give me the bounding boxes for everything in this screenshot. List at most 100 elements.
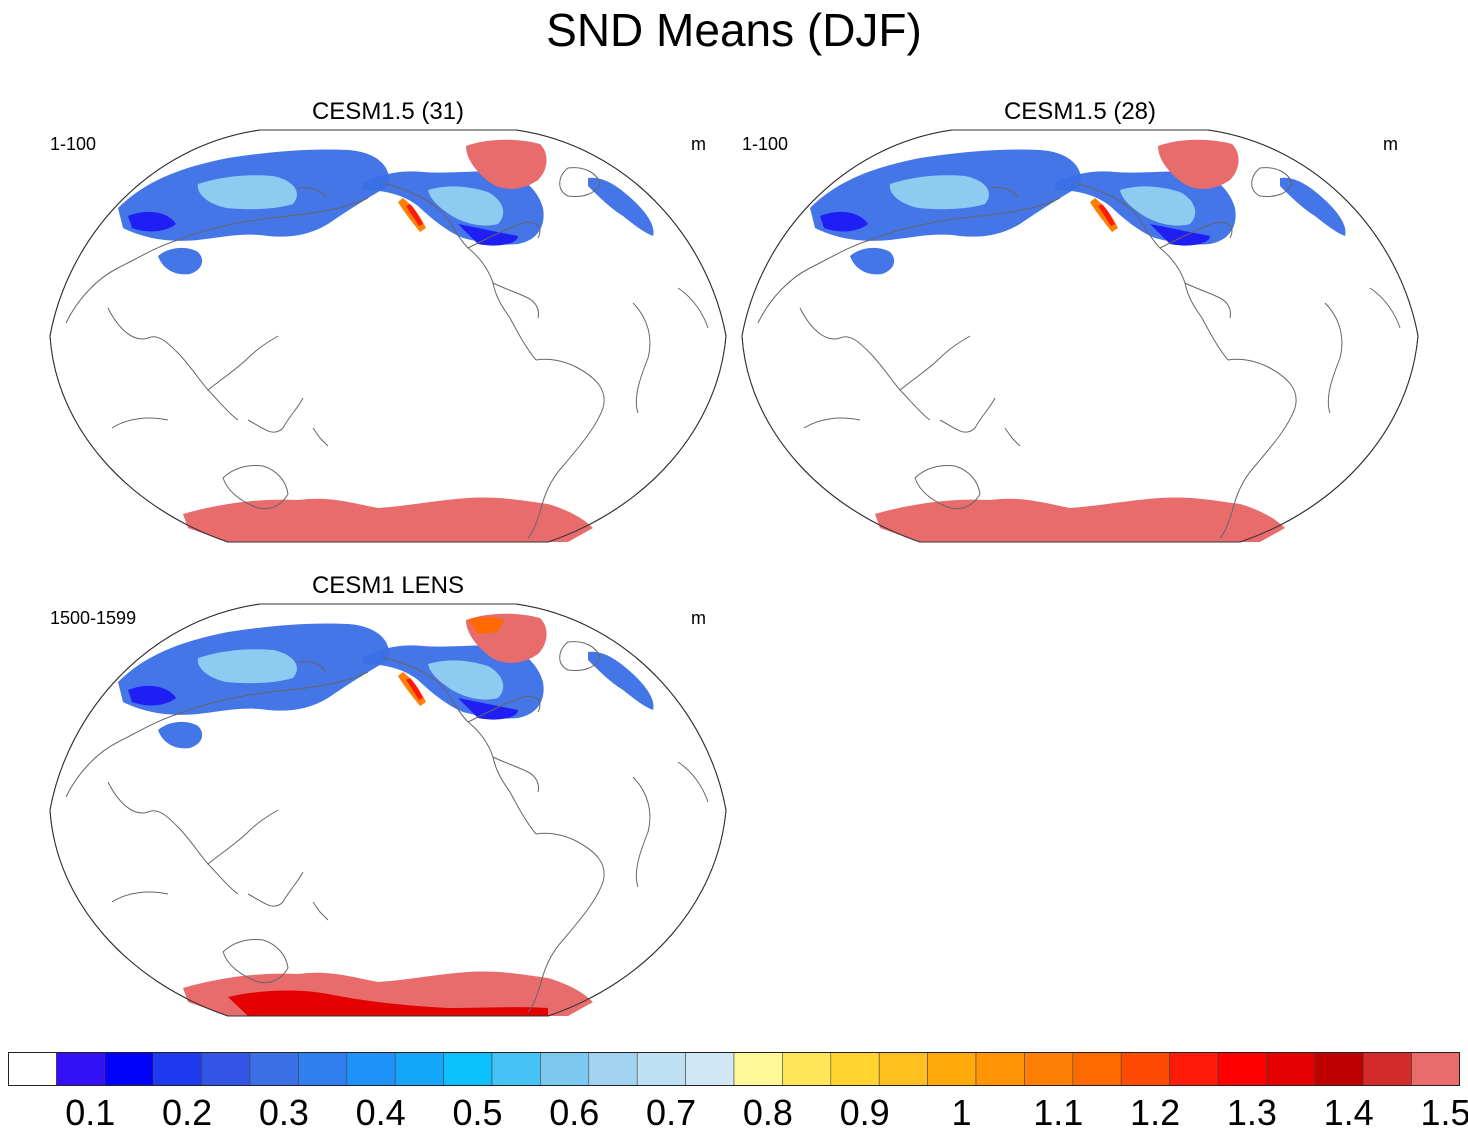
panel-title: CESM1.5 (31) [311, 98, 465, 125]
snow-region [820, 211, 868, 232]
coastline [939, 397, 996, 433]
colorbar-swatch [56, 1052, 106, 1086]
snow-region [458, 224, 518, 246]
world-map-robinson [741, 129, 1419, 543]
panel-title: CESM1.5 (28) [1003, 98, 1157, 125]
panel-title: CESM1 LENS [311, 572, 465, 599]
snow-region [889, 175, 989, 210]
snow-region [458, 698, 518, 720]
panel-period-label: 1-100 [50, 134, 97, 154]
coastline [467, 695, 541, 723]
coastline [527, 832, 605, 1013]
coastline [899, 335, 971, 391]
coastline [207, 335, 279, 391]
world-map-robinson [49, 129, 727, 543]
colorbar-swatch [249, 1052, 299, 1086]
colorbar-swatch [733, 1052, 783, 1086]
snow-region [1280, 177, 1346, 236]
coastline [559, 167, 601, 197]
snow-region [588, 177, 654, 236]
coastline [1251, 167, 1293, 197]
colorbar-swatch [540, 1052, 590, 1086]
panel-period-label: 1-100 [742, 134, 789, 154]
colorbar-swatch [152, 1052, 202, 1086]
colorbar-tick-label: 1.3 [1226, 1092, 1277, 1133]
colorbar-swatch [782, 1052, 832, 1086]
colorbar-swatch [1024, 1052, 1074, 1086]
snow-region [197, 649, 297, 684]
greenland-region [1158, 139, 1239, 189]
panel-units-label: m [1383, 134, 1398, 154]
coastline [207, 809, 279, 865]
coastline [312, 901, 329, 921]
coastline [107, 307, 239, 421]
snow-region [850, 247, 895, 275]
map-frame [49, 603, 727, 1017]
coastline [297, 661, 327, 673]
colorbar-swatch [685, 1052, 735, 1086]
greenland-edge-region [468, 617, 504, 634]
coastline [803, 417, 861, 429]
coastline [1159, 221, 1233, 249]
colorbar-tick-label: 1.2 [1130, 1092, 1181, 1133]
colorbar-tick-label: 0.1 [65, 1092, 116, 1133]
coastline [989, 187, 1019, 199]
snow-region [1150, 224, 1210, 246]
coastline [632, 302, 651, 414]
coastline [677, 287, 709, 329]
colorbar-swatch [346, 1052, 396, 1086]
coastline [312, 427, 329, 447]
colorbar-swatch [1217, 1052, 1267, 1086]
colorbar-swatch [1362, 1052, 1412, 1086]
colorbar-tick-label: 0.5 [452, 1092, 503, 1133]
coastline [527, 358, 605, 539]
antarctica-region [183, 497, 593, 542]
coastline [111, 417, 169, 429]
colorbar-swatch [927, 1052, 977, 1086]
snow-region [197, 175, 297, 210]
colorbar-tick-label: 1.4 [1323, 1092, 1374, 1133]
snow-depth-field [118, 613, 654, 1016]
snow-depth-field [118, 139, 654, 542]
colorbar-tick-label: 0.7 [646, 1092, 697, 1133]
coastline [799, 307, 931, 421]
coastline [382, 182, 537, 361]
colorbar-swatch [8, 1052, 57, 1086]
coastline [247, 871, 304, 907]
colorbar-tick-label: 1 [951, 1092, 972, 1133]
coastline [1324, 302, 1343, 414]
panel-period-label: 1500-1599 [50, 608, 137, 628]
colorbar-tick-label: 0.2 [162, 1092, 213, 1133]
snow-region [158, 721, 203, 749]
snow-region [428, 660, 504, 700]
colorbar-tick-label: 0.8 [742, 1092, 793, 1133]
colorbar-swatch [1411, 1052, 1460, 1086]
snow-region [406, 204, 423, 226]
colorbar-swatch [1169, 1052, 1219, 1086]
snow-depth-field [810, 139, 1346, 542]
colorbar-swatch [443, 1052, 493, 1086]
map-frame [49, 129, 727, 543]
colorbar-swatch [201, 1052, 251, 1086]
coastline [111, 891, 169, 903]
coastline [914, 465, 981, 510]
coastline [247, 397, 304, 433]
map-panel-cesm1-lens: CESM1 LENS 1500-1599 m [48, 572, 728, 1017]
colorbar-tick-label: 0.3 [258, 1092, 309, 1133]
coastline [297, 187, 327, 199]
map-panel-cesm15-31: CESM1.5 (31) 1-100 m [48, 98, 728, 543]
colorbar-swatch [830, 1052, 880, 1086]
colorbar-swatch [1266, 1052, 1316, 1086]
coastline [1074, 182, 1229, 361]
colorbar-swatch [104, 1052, 154, 1086]
coastline [492, 282, 539, 319]
antarctica-region [875, 497, 1285, 542]
figure-title: SND Means (DJF) [546, 4, 922, 56]
colorbar-swatch [878, 1052, 928, 1086]
coastline [222, 939, 289, 984]
panel-units-label: m [691, 134, 706, 154]
snow-region [588, 651, 654, 710]
coastline [65, 197, 369, 324]
coastline [492, 756, 539, 793]
coastline [1184, 282, 1231, 319]
